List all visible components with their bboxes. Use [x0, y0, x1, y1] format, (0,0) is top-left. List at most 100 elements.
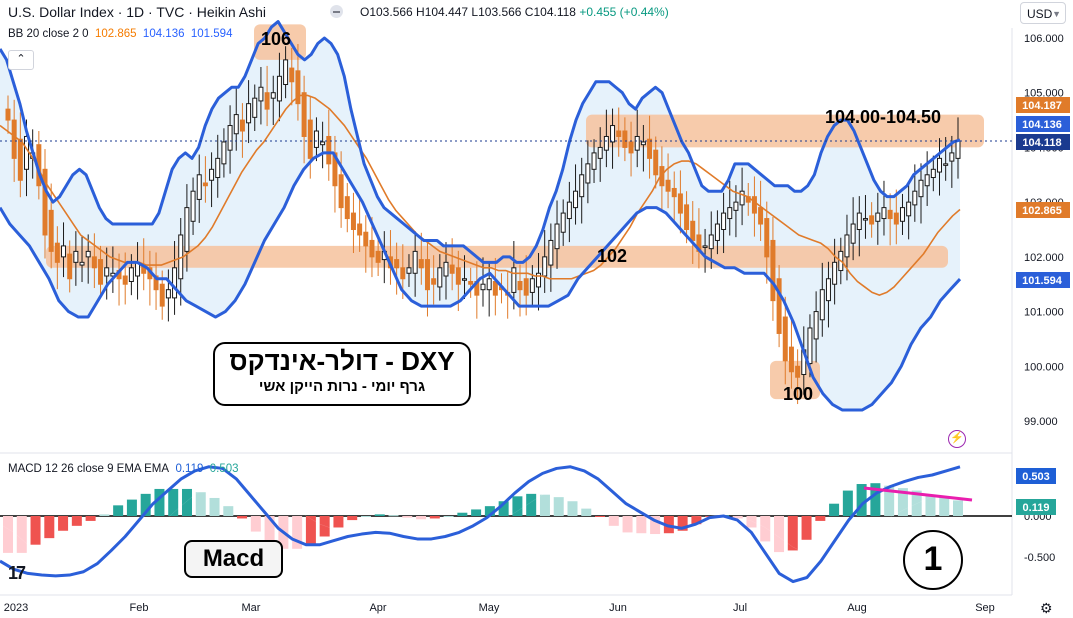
macd-histogram-bar [829, 503, 840, 516]
x-tick-label: Mar [242, 602, 261, 614]
dxy-title: DXY - דולר-אינדקס [229, 346, 455, 376]
bb-legend[interactable]: BB 20 close 2 0 102.865 104.136 101.594 [8, 28, 232, 40]
tradingview-logo-icon[interactable]: 17 [8, 563, 26, 583]
x-tick-label: May [479, 602, 500, 614]
candle-body [893, 212, 899, 225]
x-tick-label: Sep [975, 602, 995, 614]
candle-body [264, 92, 270, 110]
macd-histogram-bar [181, 488, 192, 516]
bb-upper-line [0, 20, 961, 264]
price-label-bg-last [1016, 134, 1070, 150]
macd-histogram-bar [237, 516, 248, 519]
macd-histogram-bar [319, 516, 330, 537]
macd-histogram-bar [264, 516, 275, 542]
circle-number: 1 [903, 530, 963, 590]
candle-body [246, 103, 252, 124]
candle-body [585, 163, 591, 184]
candle-body [5, 108, 11, 121]
candle-body [523, 278, 529, 296]
price-label-lower: 101.594 [1022, 275, 1063, 287]
candle-body [227, 125, 233, 151]
candle-body [344, 196, 350, 220]
candle-body [665, 179, 671, 192]
candle-body [202, 182, 208, 187]
macd-histogram-bar [911, 490, 922, 516]
y-tick-label: 99.000 [1024, 416, 1058, 428]
candle-body [875, 212, 881, 222]
macd-histogram-bar [3, 516, 13, 553]
candle-body [616, 130, 622, 137]
currency-select[interactable]: USD ▼ [1020, 2, 1066, 24]
lightning-icon[interactable]: ⚡ [948, 430, 966, 448]
candle-body [190, 190, 196, 222]
candle-body [949, 152, 955, 162]
candle-body [671, 187, 677, 198]
candle-body [350, 212, 356, 230]
candle-body [807, 327, 813, 365]
candle-body [813, 311, 819, 340]
macd-histogram-bar [154, 488, 165, 516]
ohlc-readout: O103.566 H104.447 L103.566 C104.118 +0.4… [360, 5, 669, 19]
candle-body [788, 346, 794, 373]
macd-histogram-bar [16, 516, 27, 553]
candle-body [795, 365, 801, 378]
candle-body [437, 267, 443, 288]
macd-histogram-bar [856, 484, 867, 516]
gear-icon[interactable]: ⚙ [1040, 600, 1053, 616]
candle-body [406, 267, 412, 274]
candle-body [727, 207, 733, 220]
macd-histogram-bar [484, 506, 495, 516]
macd-histogram-bar [939, 497, 950, 516]
macd-y-tick: -0.500 [1024, 552, 1055, 564]
macd-histogram-bar [595, 516, 606, 517]
candle-body [628, 141, 634, 154]
macd-histogram-bar [250, 516, 261, 532]
candle-body [54, 242, 60, 263]
candle-body [640, 141, 646, 146]
candle-body [295, 70, 301, 105]
price-label-bg-upper [1016, 116, 1070, 132]
macd-histogram-bar [443, 516, 454, 517]
macd-legend[interactable]: MACD 12 26 close 9 EMA EMA 0.119 0.503 [8, 463, 239, 475]
candle-body [924, 174, 930, 187]
candle-body [733, 201, 739, 211]
candle-body [591, 152, 597, 170]
macd-histogram-bar [870, 483, 881, 516]
candle-body [184, 207, 190, 252]
macd-histogram-bar [815, 516, 826, 521]
macd-histogram-bar [526, 493, 537, 516]
y-tick-label: 101.000 [1024, 307, 1064, 319]
candle-body [702, 245, 708, 248]
candle-body [338, 174, 344, 209]
macd-label: MACD 12 26 close 9 EMA EMA [8, 463, 170, 475]
price-label-bg-lower [1016, 272, 1070, 288]
macd-histogram-bar [347, 516, 358, 521]
candle-body [276, 75, 282, 102]
macd-histogram-bar [305, 516, 316, 545]
minus-icon[interactable] [330, 5, 343, 18]
macd-histogram-bar [897, 488, 908, 516]
bb-basis-line [0, 94, 961, 296]
candle-body [930, 168, 936, 179]
macd-histogram-bar [732, 516, 743, 519]
candle-body [11, 119, 17, 159]
macd-histogram-bar [71, 516, 82, 526]
macd-histogram-bar [884, 485, 895, 516]
candle-body [313, 130, 319, 148]
macd-histogram-bar [553, 497, 564, 516]
candle-body [529, 278, 535, 293]
y-tick-label: 102.000 [1024, 252, 1064, 264]
candle-body [486, 278, 492, 291]
price-label-upper: 104.136 [1022, 119, 1062, 131]
candle-body [739, 190, 745, 206]
candle-body [721, 212, 727, 230]
symbol-title[interactable]: U.S. Dollar Index · 1D · TVC · Heikin As… [8, 4, 266, 20]
candle-body [764, 218, 770, 258]
candle-body [357, 223, 363, 236]
collapse-legend-button[interactable]: ⌃ [8, 50, 34, 70]
candle-body [196, 174, 202, 200]
candle-body [221, 141, 227, 165]
candle-body [42, 168, 48, 236]
macd-histogram-bar [746, 516, 757, 528]
